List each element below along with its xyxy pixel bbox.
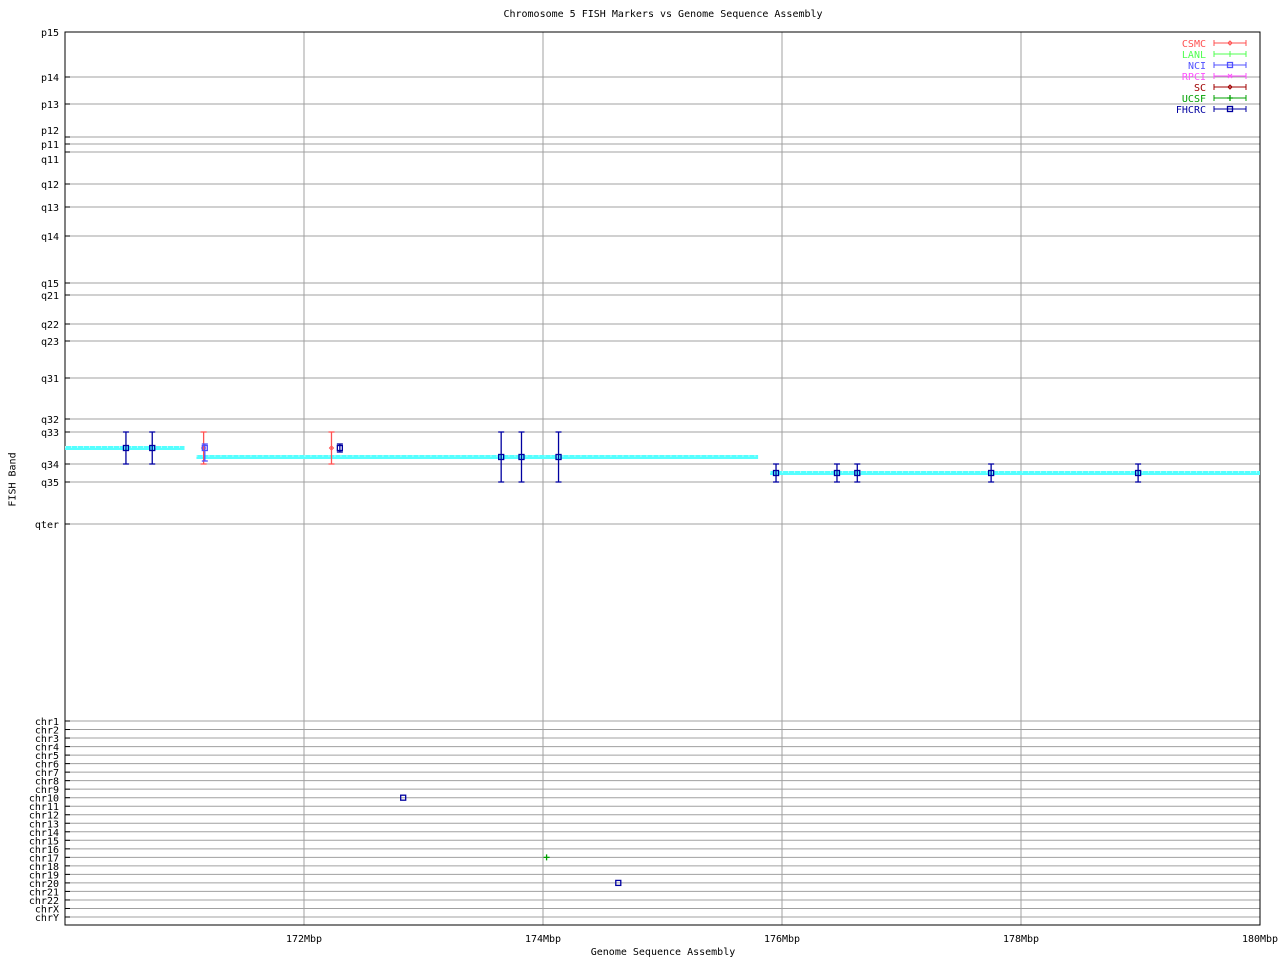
y-tick-label: chr13 bbox=[29, 819, 59, 830]
y-tick-label: p13 bbox=[41, 100, 59, 111]
y-tick-label: qter bbox=[35, 520, 59, 531]
y-tick-label: chr8 bbox=[35, 777, 59, 788]
data-point bbox=[615, 879, 622, 887]
y-tick-label: chr2 bbox=[35, 726, 59, 737]
data-point bbox=[1226, 105, 1234, 113]
plot-border bbox=[64, 31, 1261, 926]
x-tick-label: 172Mbp bbox=[286, 934, 322, 945]
y-tick-label: q32 bbox=[41, 415, 59, 426]
y-tick-label: p12 bbox=[41, 126, 59, 137]
chart-title: Chromosome 5 FISH Markers vs Genome Sequ… bbox=[503, 9, 823, 20]
x-tick-label: 176Mbp bbox=[764, 934, 800, 945]
x-tick-label: 174Mbp bbox=[525, 934, 561, 945]
legend-label: SC bbox=[1194, 83, 1206, 94]
y-tick-label: chrX bbox=[35, 904, 59, 915]
y-tick-label: chr9 bbox=[35, 785, 59, 796]
y-tick-label: chr17 bbox=[29, 853, 59, 864]
x-tick-label: 178Mbp bbox=[1003, 934, 1039, 945]
y-tick-label: q34 bbox=[41, 460, 59, 471]
y-tick-label: chr21 bbox=[29, 887, 59, 898]
data-point bbox=[400, 794, 407, 801]
y-tick-label: q35 bbox=[41, 478, 59, 489]
data-point bbox=[1227, 95, 1233, 101]
y-tick-label: chr12 bbox=[29, 811, 59, 822]
y-tick-label: chr15 bbox=[29, 836, 59, 847]
y-tick-label: q11 bbox=[41, 155, 59, 166]
data-point bbox=[854, 469, 861, 477]
y-tick-label: chr3 bbox=[35, 734, 59, 745]
data-point bbox=[336, 444, 344, 452]
y-tick-label: chr18 bbox=[29, 862, 59, 873]
y-tick-label: chr4 bbox=[35, 743, 59, 754]
data-point bbox=[1227, 73, 1233, 79]
y-tick-label: chr20 bbox=[29, 879, 59, 890]
data-point bbox=[987, 469, 995, 477]
legend-label: RPCI bbox=[1182, 72, 1206, 83]
y-tick-label: chr19 bbox=[29, 870, 59, 881]
data-point bbox=[518, 453, 525, 461]
y-tick-label: chr16 bbox=[29, 845, 59, 856]
y-tick-label: q12 bbox=[41, 180, 59, 191]
y-tick-label: chr22 bbox=[29, 896, 59, 907]
data-point bbox=[543, 854, 550, 861]
legend-label: LANL bbox=[1182, 50, 1206, 61]
y-tick-label: p11 bbox=[41, 140, 59, 151]
y-tick-label: q23 bbox=[41, 337, 59, 348]
y-tick-label: q33 bbox=[41, 428, 59, 439]
y-tick-label: chr11 bbox=[29, 802, 59, 813]
y-tick-label: q15 bbox=[41, 279, 59, 290]
y-tick-label: p14 bbox=[41, 73, 59, 84]
y-tick-label: q31 bbox=[41, 374, 59, 385]
x-axis-label: Genome Sequence Assembly bbox=[590, 947, 736, 958]
data-point bbox=[772, 469, 780, 477]
y-tick-label: chr14 bbox=[29, 828, 59, 839]
data-point bbox=[498, 453, 505, 461]
data-point bbox=[1227, 40, 1233, 46]
y-tick-label: chr7 bbox=[35, 768, 59, 779]
y-tick-label: chr10 bbox=[29, 794, 59, 805]
data-point bbox=[122, 444, 130, 452]
y-axis-label: FISH Band bbox=[7, 452, 19, 507]
legend-label: NCI bbox=[1188, 61, 1206, 72]
data-point bbox=[149, 444, 156, 452]
legend-label: UCSF bbox=[1182, 94, 1206, 105]
data-point bbox=[833, 469, 841, 477]
y-tick-label: chr5 bbox=[35, 751, 59, 762]
y-tick-label: chr6 bbox=[35, 760, 59, 771]
legend-label: FHCRC bbox=[1176, 105, 1206, 116]
data-point bbox=[1227, 84, 1233, 90]
y-tick-label: q14 bbox=[41, 232, 59, 243]
data-point bbox=[201, 444, 208, 452]
y-tick-label: q22 bbox=[41, 320, 59, 331]
y-tick-label: q13 bbox=[41, 203, 59, 214]
y-tick-label: q21 bbox=[41, 291, 59, 302]
data-point bbox=[1134, 469, 1142, 477]
data-point bbox=[555, 453, 562, 461]
y-tick-label: chr1 bbox=[35, 717, 59, 728]
legend-label: CSMC bbox=[1182, 39, 1206, 50]
y-tick-label: chrY bbox=[35, 913, 59, 924]
x-tick-label: 180Mbp bbox=[1242, 934, 1278, 945]
data-point bbox=[328, 445, 335, 451]
data-point bbox=[1226, 61, 1234, 69]
y-tick-label: p15 bbox=[41, 28, 59, 39]
